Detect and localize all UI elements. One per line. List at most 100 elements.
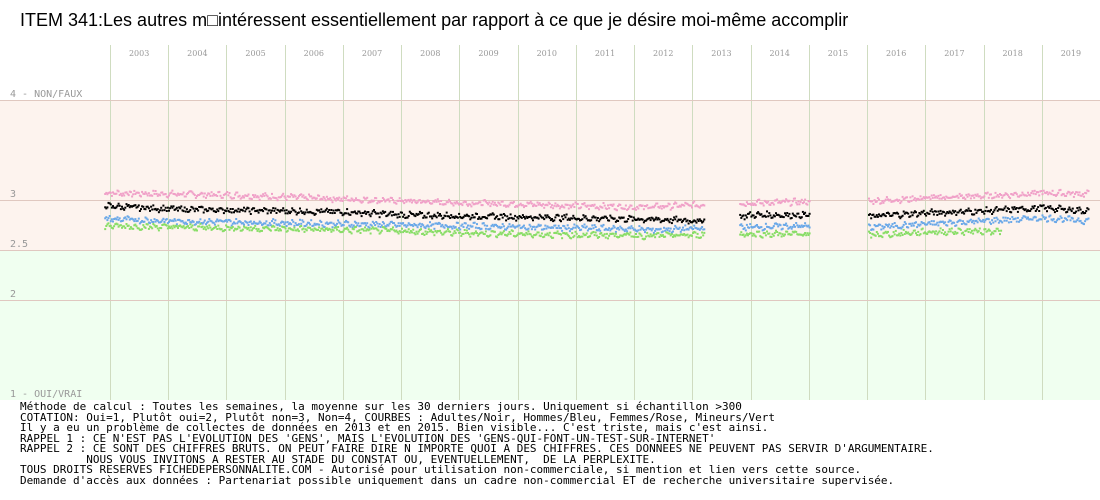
data-point (200, 222, 203, 224)
data-point (918, 212, 921, 214)
data-point (328, 227, 331, 230)
data-point (131, 205, 134, 208)
data-point (546, 214, 549, 217)
data-point (926, 233, 929, 235)
data-point (641, 227, 644, 230)
data-point (612, 217, 615, 220)
data-point (256, 223, 259, 225)
data-point (159, 209, 162, 212)
data-point (442, 203, 445, 206)
data-point (119, 224, 122, 227)
data-point (203, 192, 206, 195)
data-point (302, 227, 305, 230)
data-point (217, 210, 220, 213)
data-point (284, 212, 287, 215)
data-point (576, 225, 579, 228)
data-point (233, 229, 235, 232)
y-tick-label: 2 (10, 289, 16, 300)
data-point (1004, 192, 1007, 195)
data-point (460, 224, 463, 227)
data-point (381, 221, 384, 224)
data-point (116, 189, 119, 192)
data-point (676, 227, 679, 230)
data-point (794, 214, 796, 217)
data-point (396, 231, 399, 234)
y-tick-label: 1 - OUI/VRAI (10, 389, 82, 400)
data-point (553, 224, 556, 227)
data-point (277, 229, 280, 232)
data-point (778, 214, 781, 217)
data-point (202, 211, 205, 214)
data-point (499, 227, 502, 230)
data-point (421, 212, 424, 214)
data-point (583, 234, 586, 237)
data-point (633, 235, 636, 238)
data-point (775, 222, 777, 225)
data-point (608, 219, 611, 222)
data-point (205, 208, 207, 211)
data-point (992, 196, 995, 199)
data-point (403, 230, 406, 232)
note-line: RAPPEL 2 : CE SONT DES CHIFFRES BRUTS. O… (20, 442, 934, 455)
data-point (618, 236, 621, 238)
data-point (1066, 210, 1069, 213)
data-point (355, 197, 357, 200)
data-point (638, 225, 641, 228)
data-point (990, 233, 992, 236)
data-point (261, 223, 263, 226)
data-point (659, 227, 662, 230)
data-point (665, 205, 668, 208)
data-point (145, 192, 148, 195)
data-point (276, 208, 279, 211)
data-point (137, 227, 140, 230)
data-point (149, 225, 151, 228)
data-point (143, 220, 146, 223)
data-point (210, 191, 213, 194)
data-point (249, 213, 252, 215)
data-point (1078, 191, 1081, 194)
data-point (458, 231, 461, 234)
data-point (804, 222, 807, 225)
data-point (797, 233, 800, 236)
data-point (1080, 221, 1083, 224)
data-point (227, 194, 230, 197)
data-point (982, 210, 985, 213)
data-point (1032, 216, 1035, 219)
data-point (605, 232, 608, 235)
data-point (579, 219, 581, 222)
data-point (308, 226, 310, 229)
data-point (663, 226, 665, 229)
data-point (948, 210, 951, 213)
data-point (436, 223, 439, 225)
data-point (470, 216, 473, 219)
data-point (451, 234, 454, 237)
data-point (665, 231, 668, 234)
data-point (875, 225, 878, 227)
data-point (112, 205, 114, 208)
data-point (240, 208, 243, 211)
data-point (766, 230, 768, 233)
data-point (526, 217, 529, 219)
data-point (390, 220, 393, 223)
data-point (1006, 217, 1009, 220)
data-point (911, 214, 914, 217)
data-point (612, 224, 615, 227)
data-point (621, 235, 624, 238)
data-point (747, 212, 749, 215)
data-point (339, 222, 342, 225)
data-point (702, 220, 705, 223)
data-point (271, 209, 273, 212)
data-point (804, 198, 807, 201)
data-point (1007, 195, 1010, 198)
data-point (109, 224, 112, 227)
data-point (906, 232, 908, 235)
data-point (956, 221, 959, 224)
data-point (953, 211, 956, 214)
data-point (308, 221, 310, 224)
data-point (329, 197, 332, 200)
data-point (374, 197, 377, 199)
data-point (659, 233, 662, 236)
data-point (876, 215, 879, 218)
data-point (1040, 205, 1043, 208)
data-point (672, 230, 674, 233)
